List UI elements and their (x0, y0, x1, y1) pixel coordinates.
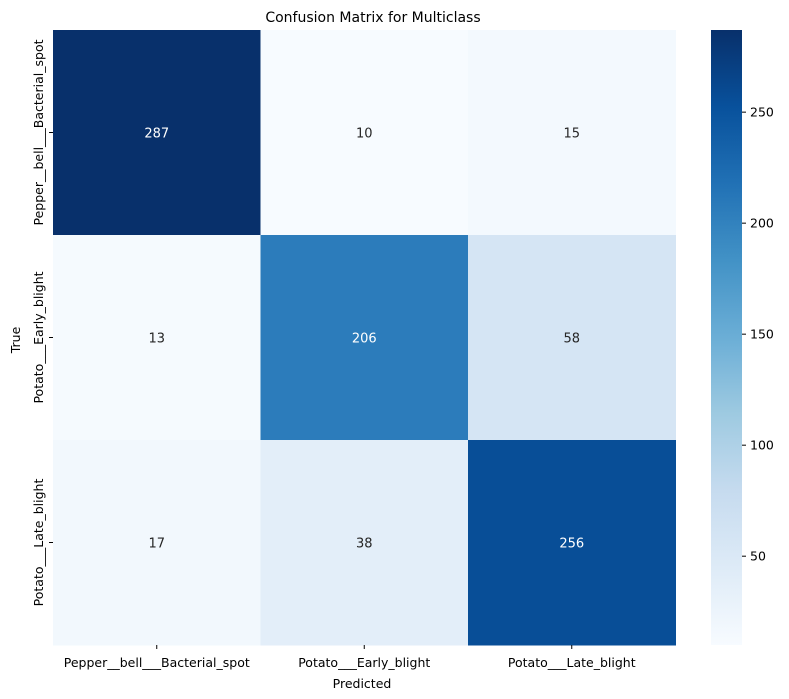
colorbar (711, 30, 742, 645)
heatmap-cell (53, 235, 261, 441)
cell-value-label: 17 (148, 537, 165, 552)
cell-value-label: 13 (148, 332, 165, 347)
cell-value-label: 38 (356, 537, 373, 552)
chart-title: Confusion Matrix for Multiclass (265, 10, 480, 26)
heatmap-cells: 287 10 15 13 206 58 17 38 256 (53, 30, 676, 646)
cell-value-label: 58 (563, 332, 580, 347)
heatmap-cell (260, 30, 469, 236)
colorbar-tick-label: 250 (750, 105, 774, 120)
y-axis-ticks: Pepper__bell___Bacterial_spot Potato___Ea… (31, 39, 53, 606)
x-tick-label: Pepper__bell___Bacterial_spot (64, 655, 250, 670)
colorbar-ticks: 50 100 150 200 250 (742, 105, 774, 564)
x-axis-ticks: Pepper__bell___Bacterial_spot Potato___Ea… (64, 645, 636, 670)
x-tick-label: Potato___Late_blight (508, 655, 636, 670)
heatmap-cell (468, 30, 676, 236)
heatmap-cell (468, 440, 676, 646)
y-axis-label: True (8, 326, 23, 354)
heatmap-cell (53, 440, 261, 646)
heatmap-cell (53, 30, 261, 236)
cell-value-label: 15 (563, 127, 580, 142)
colorbar-tick-label: 200 (750, 216, 774, 231)
y-tick-label: Potato___Late_blight (31, 479, 46, 607)
colorbar-tick-label: 100 (750, 438, 774, 453)
colorbar-tick-label: 150 (750, 327, 774, 342)
heatmap-cell (260, 440, 469, 646)
cell-value-label: 10 (356, 127, 373, 142)
y-tick-label: Pepper__bell___Bacterial_spot (31, 39, 46, 225)
colorbar-tick-label: 50 (750, 549, 766, 564)
cell-value-label: 206 (352, 332, 377, 347)
y-tick-label: Potato___Early_blight (31, 271, 46, 403)
x-tick-label: Potato___Early_blight (298, 655, 430, 670)
cell-value-label: 287 (144, 127, 169, 142)
heatmap-cell (260, 235, 469, 441)
cell-value-label: 256 (559, 537, 584, 552)
x-axis-label: Predicted (333, 676, 392, 691)
heatmap-cell (468, 235, 676, 441)
